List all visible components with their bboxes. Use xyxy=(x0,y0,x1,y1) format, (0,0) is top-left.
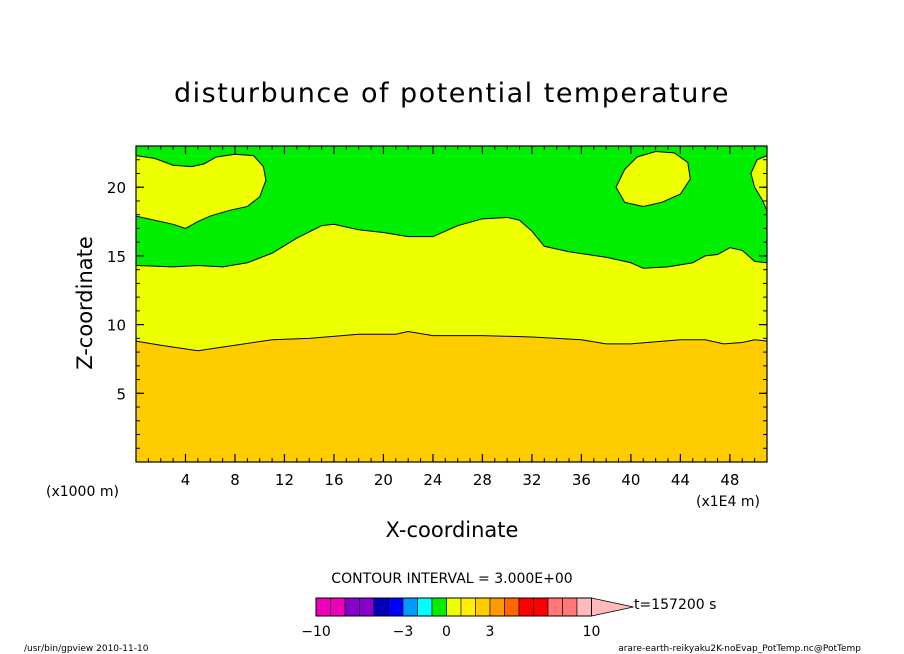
y-axis-ticks: 5 10 15 20 xyxy=(107,179,767,403)
colorbar-segment xyxy=(359,597,375,617)
x-tick-label: 16 xyxy=(324,471,343,489)
colorbar-segment xyxy=(315,597,331,617)
right-edge-yellow-sliver xyxy=(750,155,767,211)
colorbar-tick-label: −10 xyxy=(301,624,331,640)
x-tick-label: 48 xyxy=(720,471,739,489)
colorbar-segment xyxy=(518,597,534,617)
time-label: t=157200 s xyxy=(634,597,716,613)
upper-left-yellow-patch xyxy=(136,154,266,229)
colorbar-segment xyxy=(504,597,520,617)
x-tick-label: 12 xyxy=(275,471,294,489)
contour-interval-label: CONTOUR INTERVAL = 3.000E+00 xyxy=(331,571,572,587)
contour-line-3 xyxy=(135,153,267,229)
colorbar-segment xyxy=(489,597,505,617)
colorbar-segment xyxy=(373,597,389,617)
colorbar-segment xyxy=(562,597,578,617)
y-tick-label: 15 xyxy=(107,248,126,266)
contour-line-5 xyxy=(750,155,768,211)
x-tick-label: 24 xyxy=(423,471,442,489)
colorbar-tick-label: 0 xyxy=(442,624,451,640)
colorbar-segment xyxy=(344,597,360,617)
y-tick-label: 5 xyxy=(116,385,126,403)
x-tick-label: 4 xyxy=(181,471,191,489)
colorbar xyxy=(315,597,634,617)
colorbar-segment xyxy=(533,597,549,617)
chart-title: disturbunce of potential temperature xyxy=(174,78,730,109)
colorbar-segment xyxy=(547,597,563,617)
colorbar-segment xyxy=(475,597,491,617)
colorbar-tick-labels: −10 −3 0 3 10 xyxy=(301,624,600,640)
y-unit-note: (x1000 m) xyxy=(46,484,119,500)
x-tick-label: 32 xyxy=(522,471,541,489)
x-axis-ticks: 4 8 12 16 20 24 28 32 36 40 44 48 xyxy=(181,146,739,489)
x-tick-label: 8 xyxy=(230,471,240,489)
contour-line-2 xyxy=(135,216,768,269)
plot-frame xyxy=(135,145,768,463)
contour-line-1 xyxy=(135,330,768,352)
colorbar-segment xyxy=(460,597,476,617)
colorbar-segment xyxy=(402,597,418,617)
colorbar-tick-label: 3 xyxy=(486,624,495,640)
y-axis-label: Z-coordinate xyxy=(73,236,97,370)
x-tick-label: 36 xyxy=(572,471,591,489)
x-tick-label: 28 xyxy=(473,471,492,489)
colorbar-frame xyxy=(315,597,592,617)
contour-line-4 xyxy=(615,150,691,207)
colorbar-segment xyxy=(446,597,462,617)
footer-right: arare-earth-reikyaku2K-noEvap_PotTemp.nc… xyxy=(618,644,861,654)
colorbar-segment xyxy=(417,597,433,617)
x-tick-label: 40 xyxy=(621,471,640,489)
lower-band-orange xyxy=(136,331,767,462)
colorbar-segment xyxy=(388,597,404,617)
colorbar-segment xyxy=(431,597,447,617)
colorbar-segment xyxy=(576,597,592,617)
footer-left: /usr/bin/gpview 2010-11-10 xyxy=(24,644,149,654)
colorbar-tick-label: −3 xyxy=(393,624,414,640)
colorbar-segment xyxy=(330,597,346,617)
y-tick-label: 10 xyxy=(107,317,126,335)
colorbar-arrow xyxy=(591,597,634,617)
x-axis-label: X-coordinate xyxy=(386,518,519,542)
x-tick-label: 44 xyxy=(671,471,690,489)
upper-right-yellow-blob xyxy=(616,151,691,207)
contour-lines xyxy=(135,150,768,352)
x-tick-label: 20 xyxy=(374,471,393,489)
colorbar-tick-label: 10 xyxy=(583,624,601,640)
x-unit-note: (x1E4 m) xyxy=(696,494,760,510)
y-tick-label: 20 xyxy=(107,179,126,197)
